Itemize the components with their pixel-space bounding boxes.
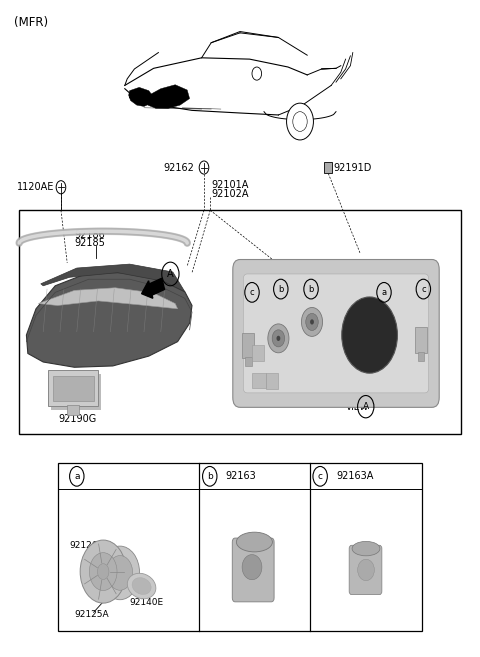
- Circle shape: [287, 103, 313, 140]
- Text: 92186: 92186: [74, 229, 105, 240]
- Text: 92191D: 92191D: [334, 162, 372, 173]
- Polygon shape: [129, 87, 154, 106]
- Text: 92162: 92162: [163, 162, 194, 173]
- Text: a: a: [74, 472, 80, 481]
- Circle shape: [268, 324, 289, 353]
- Text: 92163: 92163: [226, 471, 256, 482]
- Text: (MFR): (MFR): [14, 16, 48, 30]
- Bar: [51, 374, 101, 410]
- Bar: [252, 373, 266, 388]
- Ellipse shape: [352, 541, 380, 556]
- Ellipse shape: [358, 559, 374, 581]
- Text: VIEW: VIEW: [346, 403, 369, 412]
- Circle shape: [80, 540, 126, 603]
- Circle shape: [342, 297, 397, 373]
- Polygon shape: [41, 264, 185, 292]
- Text: b: b: [207, 472, 213, 481]
- Circle shape: [306, 313, 318, 330]
- Bar: [48, 370, 98, 406]
- Circle shape: [310, 319, 314, 325]
- FancyBboxPatch shape: [233, 260, 439, 407]
- Text: a: a: [382, 288, 386, 297]
- Ellipse shape: [132, 578, 151, 595]
- Circle shape: [97, 564, 109, 579]
- Text: 92125A: 92125A: [74, 610, 109, 619]
- Text: 92163A: 92163A: [336, 471, 373, 482]
- Polygon shape: [38, 288, 178, 309]
- Bar: [415, 327, 427, 353]
- Bar: [58, 463, 422, 631]
- Text: b: b: [278, 284, 284, 294]
- Text: c: c: [421, 284, 426, 294]
- FancyBboxPatch shape: [349, 545, 382, 595]
- Text: c: c: [250, 288, 254, 297]
- FancyBboxPatch shape: [232, 538, 274, 602]
- Circle shape: [108, 556, 132, 590]
- FancyBboxPatch shape: [243, 274, 429, 393]
- Circle shape: [276, 336, 280, 341]
- FancyArrow shape: [142, 278, 165, 298]
- Text: A: A: [363, 402, 369, 411]
- Text: A: A: [167, 269, 174, 279]
- Ellipse shape: [242, 555, 262, 579]
- Bar: [324, 162, 332, 173]
- Text: 92126A: 92126A: [70, 541, 104, 550]
- Circle shape: [100, 546, 140, 600]
- Text: 92190G: 92190G: [59, 413, 97, 424]
- Bar: [19, 210, 461, 434]
- Polygon shape: [146, 85, 190, 108]
- Polygon shape: [26, 273, 192, 367]
- Bar: [252, 345, 264, 361]
- Text: 92185: 92185: [74, 238, 105, 248]
- Circle shape: [301, 307, 323, 336]
- Text: 92101A: 92101A: [211, 180, 249, 191]
- Text: 92102A: 92102A: [211, 189, 249, 200]
- Bar: [242, 333, 254, 358]
- Text: c: c: [318, 472, 323, 481]
- Bar: [53, 376, 94, 401]
- Circle shape: [272, 330, 285, 347]
- Ellipse shape: [127, 574, 156, 599]
- Bar: [67, 405, 79, 415]
- Bar: [266, 373, 278, 389]
- Circle shape: [89, 553, 117, 591]
- Bar: [245, 357, 252, 366]
- Text: b: b: [308, 284, 314, 294]
- Text: 1120AE: 1120AE: [17, 182, 54, 193]
- Text: 92140E: 92140E: [130, 598, 164, 607]
- Bar: [418, 352, 424, 361]
- Ellipse shape: [236, 532, 272, 552]
